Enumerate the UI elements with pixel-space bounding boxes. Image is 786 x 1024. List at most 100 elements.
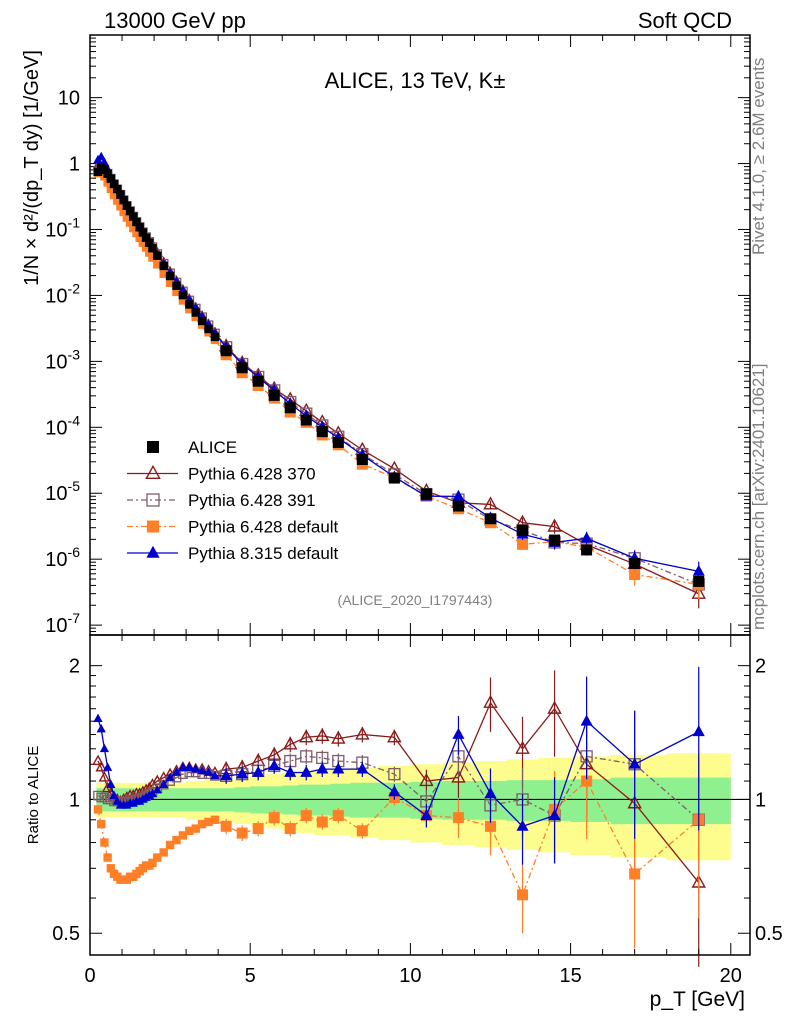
data-point: [153, 251, 162, 260]
data-point: [165, 278, 175, 287]
data-point: [153, 260, 162, 269]
ratio-point: [252, 823, 264, 835]
data-point: [693, 575, 705, 587]
data-point: [581, 544, 593, 556]
data-point: [145, 248, 154, 257]
data-point: [629, 557, 641, 569]
ratio-point: [204, 817, 213, 827]
ratio-point: [147, 788, 158, 798]
ratio-point: [484, 820, 496, 832]
data-point: [109, 179, 119, 189]
legend-label: Pythia 6.428 391: [188, 491, 316, 510]
ratio-point: [152, 784, 162, 794]
ratio-point: [106, 864, 116, 873]
ratio-point: [96, 724, 106, 733]
ratio-point: [628, 757, 641, 769]
ratio-point: [268, 812, 280, 824]
ratio-point: [165, 840, 175, 850]
data-point: [122, 201, 132, 210]
ratio-point: [388, 768, 401, 781]
legend-label: Pythia 8.315 default: [188, 544, 339, 563]
data-point: [159, 261, 168, 271]
ratio-point: [220, 820, 232, 832]
ratio-point: [197, 765, 207, 775]
ratio-panel: 2 2 1 1 0.5 0.5 Ratio to ALICE: [25, 634, 783, 967]
data-point: [236, 362, 248, 374]
data-point: [220, 345, 232, 357]
ratio-point: [148, 858, 157, 868]
ratio-point: [153, 853, 162, 862]
ratio-point: [332, 810, 344, 822]
data-point: [191, 308, 200, 317]
data-point: [388, 472, 400, 484]
legend-item: Pythia 8.315 default: [127, 544, 339, 563]
ratio-point: [452, 812, 464, 824]
data-point: [93, 167, 103, 177]
legend: ALICE Pythia 6.428 370 Pythia 6.428 391 Pyt…: [127, 438, 339, 563]
ratio-point: [483, 694, 498, 708]
data-point: [135, 223, 144, 232]
ratio-point: [100, 838, 109, 847]
ratio-point: [171, 767, 182, 776]
y-axis-label-main: 1/N × d²/(dp_T dy) [1/GeV]: [21, 50, 43, 286]
data-point: [116, 202, 125, 211]
y-tick-label: 10-1: [45, 215, 80, 242]
x-tick-label: 15: [559, 965, 581, 987]
data-point: [210, 332, 220, 342]
ratio-point: [93, 805, 103, 814]
ratio-point: [283, 736, 298, 750]
ratio-point: [548, 808, 561, 820]
main-panel: ALICE, 13 TeV, K± (ALICE_2020_I1797443) …: [21, 34, 751, 637]
y-tick-label: 10-7: [45, 610, 80, 637]
ratio-point: [165, 772, 175, 781]
ratio-point: [178, 831, 188, 840]
ratio-point: [236, 827, 248, 839]
data-point: [172, 287, 181, 297]
y-tick-label: 10-4: [45, 412, 80, 439]
legend-marker: [145, 464, 161, 479]
y-tick-label: 10-5: [45, 478, 80, 505]
data-point: [178, 296, 188, 305]
x-tick-label: 5: [245, 965, 256, 987]
ratio-point: [93, 713, 103, 722]
series-3-main: [93, 166, 705, 600]
ratio-point: [98, 771, 111, 782]
data-point: [420, 488, 432, 500]
ratio-point: [266, 746, 282, 760]
x-axis-label: p_T [GeV]: [650, 988, 745, 1011]
ratio-point: [300, 750, 313, 763]
ratio-point: [106, 779, 116, 788]
data-point: [132, 228, 141, 238]
ratio-point: [109, 790, 119, 799]
data-point: [113, 184, 122, 194]
data-point: [148, 253, 157, 262]
x-tick-label: 10: [399, 965, 421, 987]
ratio-point: [451, 769, 466, 783]
ratio-point: [191, 824, 200, 833]
ratio-tick-label: 0.5: [755, 923, 783, 945]
ratio-point: [184, 762, 194, 771]
y-tick-label: 10: [58, 88, 80, 110]
ratio-point: [316, 762, 329, 774]
ratio-tick-label: 2: [69, 656, 80, 678]
rivet-label: Rivet 4.1.0, ≥ 2.6M events: [749, 58, 768, 255]
ratio-point: [517, 889, 529, 901]
data-point: [172, 281, 181, 291]
legend-marker: [146, 493, 160, 507]
ratio-point: [581, 775, 593, 787]
ratio-point: [356, 762, 369, 774]
ratio-point: [97, 819, 106, 829]
data-point: [116, 190, 125, 199]
data-point: [549, 534, 561, 546]
ratio-point: [629, 868, 641, 880]
header-left: 13000 GeV pp: [104, 8, 246, 33]
band-green: [96, 777, 731, 825]
ratio-point: [236, 767, 249, 779]
ratio-point: [419, 772, 434, 787]
legend-item: ALICE: [147, 438, 237, 457]
ratio-point: [252, 765, 265, 777]
ratio-point: [300, 810, 312, 822]
ratio-point: [172, 835, 181, 845]
ratio-tick-label: 0.5: [52, 923, 80, 945]
ratio-point: [210, 815, 220, 824]
